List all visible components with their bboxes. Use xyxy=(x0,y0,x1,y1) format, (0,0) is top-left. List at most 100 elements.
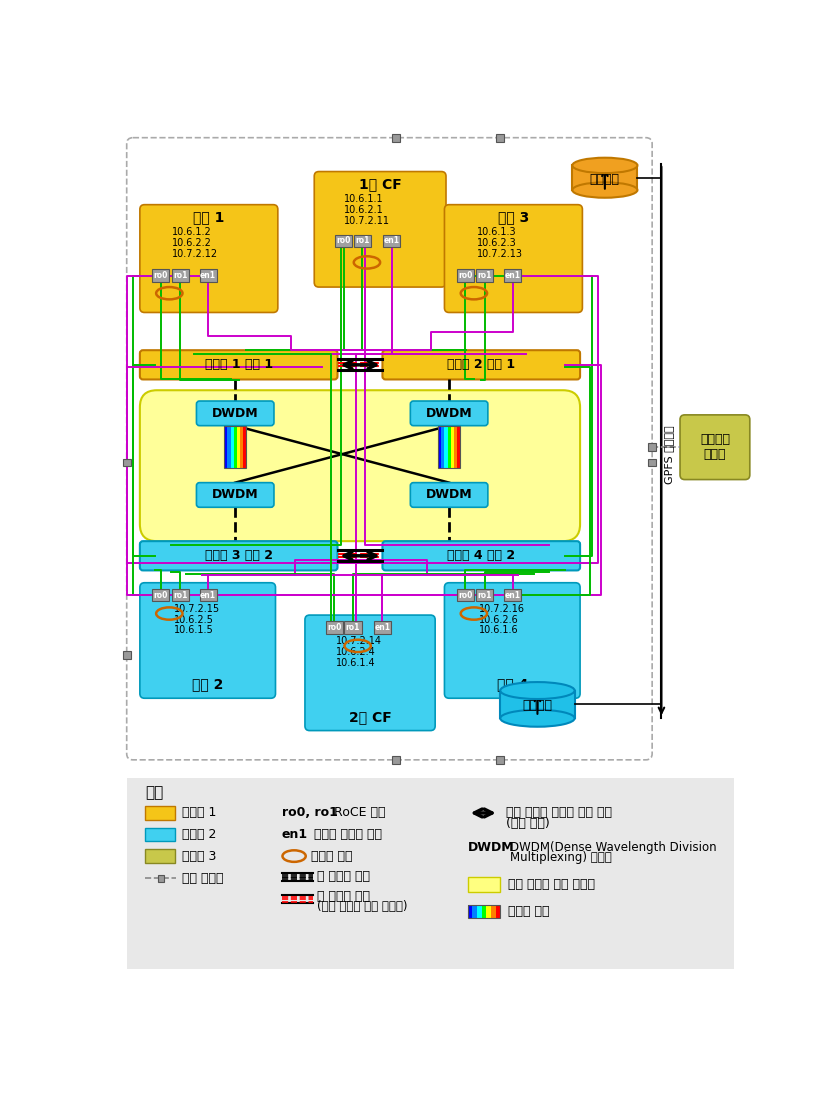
Text: 10.7.2.12: 10.7.2.12 xyxy=(172,249,218,259)
Bar xyxy=(496,904,501,918)
Text: ro0: ro0 xyxy=(328,623,342,632)
FancyBboxPatch shape xyxy=(382,541,580,570)
Text: en1: en1 xyxy=(281,829,307,841)
Bar xyxy=(224,425,246,468)
FancyBboxPatch shape xyxy=(140,351,338,379)
FancyBboxPatch shape xyxy=(127,138,652,760)
Bar xyxy=(152,589,170,602)
Text: 사이트 2: 사이트 2 xyxy=(182,829,217,841)
Text: 스토리지: 스토리지 xyxy=(522,698,553,711)
Bar xyxy=(171,589,189,602)
Bar xyxy=(441,425,444,468)
Bar xyxy=(454,425,457,468)
Text: en1: en1 xyxy=(384,237,400,246)
Bar xyxy=(468,877,501,892)
Bar xyxy=(152,270,170,282)
Bar xyxy=(145,827,175,842)
Bar xyxy=(234,425,237,468)
Text: 10.6.1.1: 10.6.1.1 xyxy=(344,194,383,204)
Bar xyxy=(476,270,493,282)
Bar xyxy=(171,270,189,282)
Text: 스위치 1 피어 1: 스위치 1 피어 1 xyxy=(205,358,273,372)
Text: ro0, ro1: ro0, ro1 xyxy=(281,807,338,820)
Bar xyxy=(476,589,493,602)
Text: ro1: ro1 xyxy=(173,591,187,600)
Bar xyxy=(450,425,454,468)
Bar xyxy=(200,589,217,602)
Text: ro0: ro0 xyxy=(154,271,168,279)
Bar xyxy=(335,235,352,247)
Text: (관리 포트): (관리 포트) xyxy=(507,818,550,831)
Bar xyxy=(145,849,175,863)
Text: ro0: ro0 xyxy=(337,237,351,246)
Ellipse shape xyxy=(501,710,575,727)
Ellipse shape xyxy=(572,182,638,197)
Text: 사이트 3: 사이트 3 xyxy=(182,849,217,863)
Bar xyxy=(457,589,474,602)
Text: 피어 스위치 시스템 상태 검사: 피어 스위치 시스템 상태 검사 xyxy=(507,807,612,820)
Text: ro0: ro0 xyxy=(458,591,473,600)
Bar xyxy=(472,904,477,918)
Bar xyxy=(224,425,228,468)
FancyBboxPatch shape xyxy=(411,401,488,425)
Text: 본딩된 이더넷 포트: 본딩된 이더넷 포트 xyxy=(302,829,382,841)
Text: 10.6.2.6: 10.6.2.6 xyxy=(479,615,518,625)
Text: 사이트 1: 사이트 1 xyxy=(182,807,217,820)
Text: 멤버 3: 멤버 3 xyxy=(498,210,529,224)
FancyBboxPatch shape xyxy=(197,482,274,507)
Bar xyxy=(486,904,491,918)
FancyBboxPatch shape xyxy=(197,401,274,425)
Text: DWDM(Dense Wavelength Division: DWDM(Dense Wavelength Division xyxy=(510,841,717,854)
Text: ro0: ro0 xyxy=(458,271,473,279)
Ellipse shape xyxy=(501,682,575,699)
Text: en1: en1 xyxy=(200,591,216,600)
Text: (동일 사이트 가상 트량크): (동일 사이트 가상 트량크) xyxy=(318,901,408,913)
Text: en1: en1 xyxy=(505,271,521,279)
Bar xyxy=(391,756,400,764)
Bar xyxy=(374,621,391,633)
Text: ro0: ro0 xyxy=(154,591,168,600)
Bar xyxy=(501,690,575,718)
Bar xyxy=(228,425,230,468)
Bar xyxy=(496,756,504,764)
Text: 교차 사이트 가상 트량크: 교차 사이트 가상 트량크 xyxy=(508,878,595,891)
Bar xyxy=(572,165,638,190)
Text: ro1: ro1 xyxy=(478,271,492,279)
FancyBboxPatch shape xyxy=(314,172,446,287)
FancyBboxPatch shape xyxy=(140,205,278,312)
Bar xyxy=(240,425,243,468)
Bar xyxy=(123,459,130,467)
Bar xyxy=(438,425,460,468)
Text: 10.6.2.1: 10.6.2.1 xyxy=(344,205,383,215)
Text: DWDM: DWDM xyxy=(426,407,472,420)
Text: DWDM: DWDM xyxy=(212,407,259,420)
Text: 멤버 2: 멤버 2 xyxy=(192,677,223,692)
Text: 스토리지: 스토리지 xyxy=(590,173,620,185)
Text: Multiplexing) 스위치: Multiplexing) 스위치 xyxy=(510,852,612,864)
Bar xyxy=(200,270,217,282)
Text: 10.6.2.5: 10.6.2.5 xyxy=(174,615,214,625)
FancyBboxPatch shape xyxy=(382,351,580,379)
Bar xyxy=(491,904,496,918)
Text: 스위치 2 피어 1: 스위치 2 피어 1 xyxy=(447,358,515,372)
Text: ro1: ro1 xyxy=(355,237,370,246)
Bar xyxy=(481,904,486,918)
Bar xyxy=(243,425,246,468)
Bar xyxy=(457,425,460,468)
Bar xyxy=(354,235,370,247)
Text: DWDM: DWDM xyxy=(426,489,472,502)
Bar xyxy=(477,904,481,918)
Text: 10.6.2.4: 10.6.2.4 xyxy=(336,647,375,657)
Bar xyxy=(444,425,448,468)
Text: ro1: ro1 xyxy=(346,623,360,632)
Bar xyxy=(448,425,450,468)
Bar xyxy=(158,876,164,881)
Bar xyxy=(344,621,361,633)
FancyBboxPatch shape xyxy=(305,615,435,731)
Text: ro1: ro1 xyxy=(478,591,492,600)
Bar xyxy=(457,270,474,282)
Text: 둘 이상의 연결: 둘 이상의 연결 xyxy=(318,890,370,903)
Text: 멤버 1: 멤버 1 xyxy=(193,210,224,224)
Bar xyxy=(123,651,130,659)
FancyBboxPatch shape xyxy=(411,482,488,507)
